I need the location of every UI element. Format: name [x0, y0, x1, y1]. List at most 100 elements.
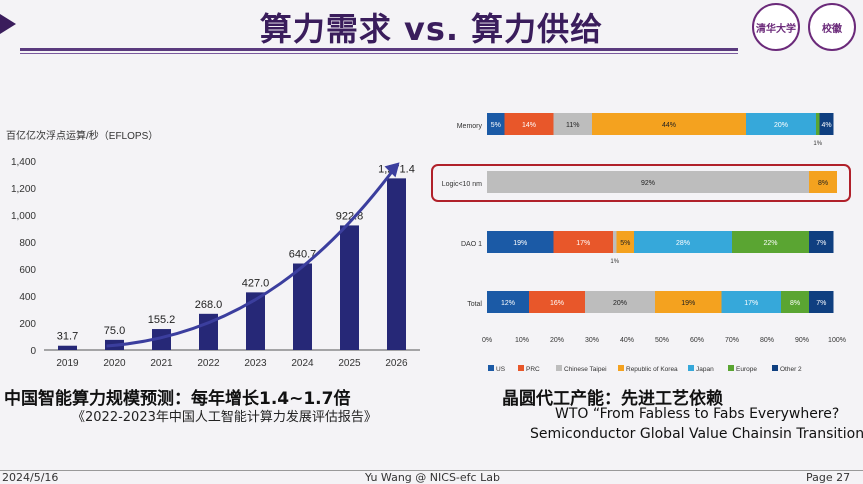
- stacked-segment: [553, 231, 613, 253]
- legend-swatch: [518, 365, 524, 371]
- legend-swatch: [688, 365, 694, 371]
- segment-label: 5%: [620, 240, 630, 247]
- row-label: Memory: [457, 123, 483, 130]
- x-tick-label: 0%: [482, 337, 492, 344]
- x-tick-label: 40%: [620, 337, 634, 344]
- x-tick-label: 80%: [760, 337, 774, 344]
- x-tick-label: 100%: [828, 337, 846, 344]
- x-tick-label: 20%: [550, 337, 564, 344]
- bar: [340, 225, 359, 350]
- y-tick-label: 1,400: [11, 157, 36, 168]
- stacked-segment: [616, 231, 634, 253]
- segment-label: 20%: [774, 122, 788, 129]
- university-logo: 清华大学: [752, 3, 800, 51]
- segment-label: 17%: [744, 300, 758, 307]
- bar: [387, 178, 406, 350]
- stacked-segment: [487, 113, 505, 135]
- stacked-segment: [504, 113, 554, 135]
- growth-trend-arrow: [106, 167, 396, 348]
- segment-label: 19%: [513, 240, 527, 247]
- stacked-segment: [781, 291, 809, 313]
- x-tick-label: 30%: [585, 337, 599, 344]
- stacked-segment: [553, 113, 592, 135]
- segment-label: 7%: [816, 300, 826, 307]
- stacked-segment: [721, 291, 781, 313]
- stacked-segment: [809, 171, 837, 193]
- segment-label: 5%: [491, 122, 501, 129]
- footer-lab: Yu Wang @ NICS-efc Lab: [365, 471, 500, 484]
- legend-label: PRC: [526, 366, 540, 373]
- x-tick-label: 2019: [56, 358, 79, 369]
- legend-swatch: [772, 365, 778, 371]
- foundry-capacity-stacked-chart: Memory 5% 14% 11% 44% 20% 1% 4% Logic<10 nm 92% 8%…: [431, 113, 851, 373]
- stacked-segment: [634, 231, 732, 253]
- x-tick-label: 90%: [795, 337, 809, 344]
- segment-label: 14%: [522, 122, 536, 129]
- x-tick-label: 2021: [150, 358, 173, 369]
- stacked-segment: [487, 171, 809, 193]
- bar: [246, 292, 265, 350]
- segment-label: 28%: [676, 240, 690, 247]
- legend-swatch: [728, 365, 734, 371]
- bar: [293, 263, 312, 350]
- bar-value-label: 268.0: [195, 299, 223, 311]
- title-arrow-marker: [0, 14, 16, 34]
- bar: [199, 313, 218, 350]
- segment-label: 92%: [641, 180, 655, 187]
- left-caption: 中国智能算力规模预测：每年增长1.4~1.7倍: [4, 389, 351, 409]
- stacked-segment: [529, 291, 585, 313]
- segment-label: 19%: [681, 300, 695, 307]
- footer-date: 2024/5/16: [2, 471, 59, 484]
- bar-value-label: 75.0: [104, 325, 125, 337]
- right-source-line2: Semiconductor Global Value Chainsin Tran…: [530, 426, 863, 442]
- highlight-box: [431, 164, 851, 202]
- segment-label: 7%: [816, 240, 826, 247]
- stacked-segment: [487, 291, 529, 313]
- segment-label: 4%: [821, 122, 831, 129]
- legend-swatch: [556, 365, 562, 371]
- bar: [58, 345, 77, 350]
- x-tick-label: 2026: [385, 358, 408, 369]
- left-source: 《2022-2023年中国人工智能计算力发展评估报告》: [72, 410, 377, 425]
- y-tick-label: 1,200: [11, 184, 36, 195]
- stacked-segment: [816, 113, 820, 135]
- x-tick-label: 60%: [690, 337, 704, 344]
- row-label: Logic<10 nm: [442, 181, 482, 188]
- growth-arrow-head: [384, 162, 400, 178]
- x-tick-label: 10%: [515, 337, 529, 344]
- y-tick-label: 200: [19, 319, 36, 330]
- x-tick-label: 2020: [103, 358, 126, 369]
- segment-label: 8%: [818, 180, 828, 187]
- segment-small-label: 1%: [610, 259, 619, 265]
- row-label: Total: [467, 301, 482, 308]
- x-tick-label: 70%: [725, 337, 739, 344]
- title-divider: [20, 48, 738, 51]
- segment-label: 11%: [566, 122, 580, 129]
- footer-divider: [0, 470, 863, 471]
- stacked-segment: [592, 113, 746, 135]
- bar-value-label: 31.7: [57, 331, 78, 343]
- slide-title: 算力需求 vs. 算力供给: [259, 10, 604, 48]
- stacked-segment: [732, 231, 809, 253]
- x-tick-label: 2024: [291, 358, 314, 369]
- y-tick-label: 1,000: [11, 211, 36, 222]
- right-source-line1: WTO “From Fabless to Fabs Everywhere?: [555, 406, 840, 422]
- bar-value-label: 155.2: [148, 314, 176, 326]
- segment-label: 22%: [763, 240, 777, 247]
- stacked-segment: [613, 231, 617, 253]
- legend-label: Republic of Korea: [626, 366, 678, 373]
- compute-growth-bar-chart: 百亿亿次浮点运算/秒（EFLOPS） 0 200 400 600 800 1,000 1,20…: [6, 129, 420, 369]
- x-tick-label: 50%: [655, 337, 669, 344]
- legend-label: US: [496, 366, 506, 373]
- legend-label: Chinese Taipei: [564, 366, 607, 373]
- stacked-segment: [809, 231, 834, 253]
- title-divider-thin: [20, 53, 738, 54]
- legend-label: Japan: [696, 366, 714, 373]
- segment-label: 8%: [790, 300, 800, 307]
- segment-label: 44%: [662, 122, 676, 129]
- segment-label: 16%: [550, 300, 564, 307]
- segment-label: 12%: [501, 300, 515, 307]
- legend-swatch: [618, 365, 624, 371]
- segment-small-label: 1%: [813, 141, 822, 147]
- y-tick-label: 800: [19, 238, 36, 249]
